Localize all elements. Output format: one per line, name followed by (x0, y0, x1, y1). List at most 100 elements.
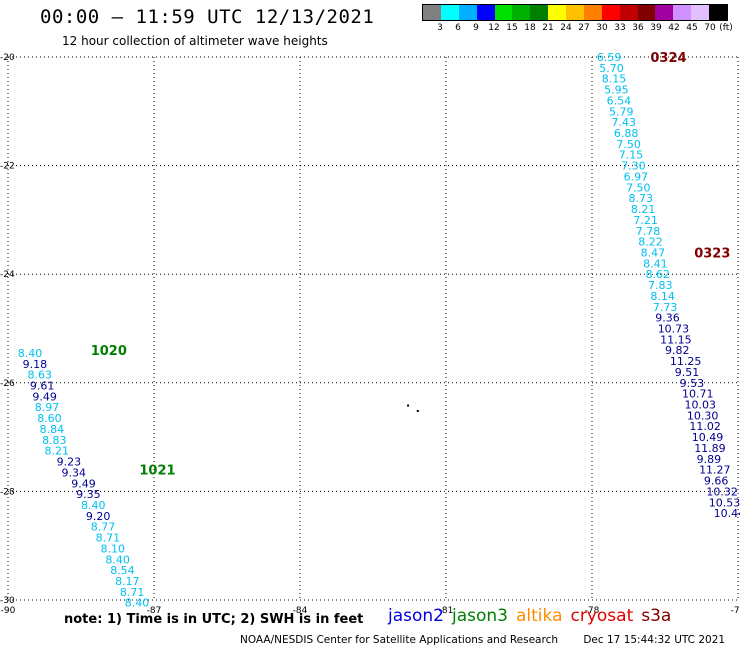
swh-value: 8.15 (602, 73, 627, 86)
swh-value: 9.61 (30, 380, 55, 393)
time-label: 1020 (91, 344, 127, 359)
lat-tick-label: -24 (0, 270, 15, 280)
legend-label: 24 (560, 23, 572, 33)
lon-tick-label: -78 (585, 606, 600, 616)
swh-value: 8.47 (641, 246, 666, 259)
swh-value: 9.18 (23, 358, 47, 371)
dot-mark (416, 409, 419, 412)
swh-value: 11.02 (689, 420, 721, 433)
swh-value: 9.20 (86, 510, 111, 523)
swh-value: 11.89 (694, 442, 726, 455)
swh-value: 8.71 (120, 586, 145, 599)
legend-label: 42 (668, 23, 680, 33)
legend-unit: (ft) (719, 23, 733, 33)
swh-value: 8.40 (18, 347, 43, 360)
legend-swatch (494, 5, 513, 20)
swh-value: 7.43 (611, 116, 636, 129)
legend-label: 45 (686, 23, 698, 33)
page-title: 00:00 – 11:59 UTC 12/13/2021 (40, 6, 375, 28)
swh-value: 11.27 (699, 464, 731, 477)
credit-line: NOAA/NESDIS Center for Satellite Applica… (240, 634, 725, 646)
legend-label: 12 (488, 23, 500, 33)
legend-swatch (655, 5, 674, 20)
legend-label: 3 (437, 23, 443, 33)
legend-swatch (476, 5, 495, 20)
swh-value: 9.51 (675, 366, 700, 379)
legend-swatch (530, 5, 549, 20)
lon-tick-label: -87 (147, 606, 162, 616)
lat-tick-label: -28 (0, 487, 15, 497)
legend-swatch (458, 5, 477, 20)
satellite-name: altika (516, 606, 563, 626)
legend-swatch (709, 5, 727, 20)
swh-value: 10.44 (714, 507, 740, 520)
swh-value: 6.59 (597, 51, 622, 64)
legend-swatch (423, 5, 441, 20)
credit-text: NOAA/NESDIS Center for Satellite Applica… (240, 634, 558, 646)
legend-color-bar (422, 4, 728, 21)
swh-value: 9.49 (32, 390, 57, 403)
lat-tick-label: -26 (0, 379, 15, 389)
swh-value: 8.40 (105, 553, 130, 566)
swh-value: 6.54 (607, 94, 632, 107)
timestamp: Dec 17 15:44:32 UTC 2021 (583, 634, 726, 646)
swh-value: 10.71 (682, 388, 714, 401)
lat-tick-label: -20 (0, 53, 15, 63)
swh-value: 8.83 (42, 434, 67, 447)
legend-swatch (583, 5, 602, 20)
swh-value: 9.82 (665, 344, 690, 357)
swh-value: 8.21 (45, 445, 70, 458)
legend-label: 6 (455, 23, 461, 33)
swh-value: 9.49 (71, 477, 96, 490)
swh-value: 8.17 (115, 575, 140, 588)
swh-value: 7.21 (633, 214, 658, 227)
time-label: 1021 (139, 464, 175, 479)
satellite-legend: jason2 jason3 altika cryosat s3a (388, 606, 679, 626)
swh-value: 10.49 (692, 431, 724, 444)
swh-value: 8.71 (96, 532, 121, 545)
swh-value: 9.53 (680, 377, 705, 390)
swh-value: 9.35 (76, 488, 101, 501)
swh-value: 10.73 (658, 323, 690, 336)
legend-label: 27 (578, 23, 590, 33)
swh-value: 8.77 (91, 521, 116, 534)
swh-value: 10.32 (706, 485, 738, 498)
legend-swatch (440, 5, 459, 20)
dot-mark (407, 404, 410, 407)
swh-value: 8.41 (643, 257, 668, 270)
legend-label: 18 (524, 23, 536, 33)
swh-value: 8.14 (650, 290, 675, 303)
swh-value: 5.95 (604, 84, 629, 97)
swh-value: 8.73 (629, 192, 654, 205)
legend-swatch (601, 5, 620, 20)
legend-label: 21 (542, 23, 554, 33)
swh-value: 10.03 (684, 399, 716, 412)
lon-tick-label: -81 (439, 606, 454, 616)
satellite-name: s3a (641, 606, 672, 626)
legend-swatch (512, 5, 531, 20)
legend-swatch (619, 5, 638, 20)
swh-value: 11.15 (660, 333, 692, 346)
swh-value: 8.60 (37, 412, 62, 425)
lat-tick-label: -22 (0, 162, 15, 172)
legend-swatch (566, 5, 584, 20)
swh-value: 8.21 (631, 203, 656, 216)
swh-value: 5.79 (609, 105, 634, 118)
lon-tick-label: -84 (293, 606, 308, 616)
legend-label: 36 (632, 23, 644, 33)
satellite-name: jason3 (452, 606, 508, 626)
swh-value: 7.30 (621, 160, 646, 173)
time-label: 0324 (650, 51, 686, 66)
legend-swatch (548, 5, 566, 20)
swh-value: 8.84 (40, 423, 64, 436)
swh-value: 8.97 (35, 401, 60, 414)
swh-value: 9.66 (704, 475, 729, 488)
page-subtitle: 12 hour collection of altimeter wave hei… (62, 34, 328, 48)
swh-value: 8.63 (27, 369, 52, 382)
swh-value: 6.97 (624, 170, 649, 183)
swh-value: 8.62 (646, 268, 671, 281)
swh-value: 8.10 (100, 542, 125, 555)
swh-value: 7.50 (626, 181, 651, 194)
legend-swatch (673, 5, 692, 20)
swh-value: 10.53 (709, 496, 740, 509)
